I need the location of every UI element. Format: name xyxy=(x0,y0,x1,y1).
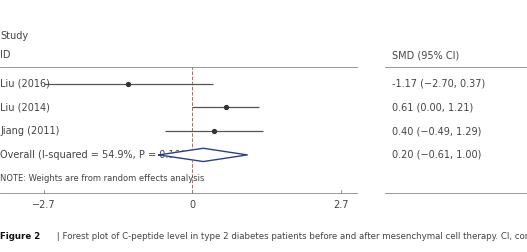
Text: Figure 2: Figure 2 xyxy=(0,232,40,241)
Text: 0.40 (−0.49, 1.29): 0.40 (−0.49, 1.29) xyxy=(392,126,481,136)
Text: -1.17 (−2.70, 0.37): -1.17 (−2.70, 0.37) xyxy=(392,79,485,89)
Text: SMD (95% CI): SMD (95% CI) xyxy=(392,50,459,60)
Text: 0.61 (0.00, 1.21): 0.61 (0.00, 1.21) xyxy=(392,103,473,112)
Text: Liu (2014): Liu (2014) xyxy=(0,103,50,112)
Text: 2.7: 2.7 xyxy=(333,200,348,210)
Text: Overall (I-squared = 54.9%, P = 0.109): Overall (I-squared = 54.9%, P = 0.109) xyxy=(0,150,190,160)
Text: 0.20 (−0.61, 1.00): 0.20 (−0.61, 1.00) xyxy=(392,150,481,160)
Text: 0: 0 xyxy=(189,200,196,210)
Text: ID: ID xyxy=(0,50,11,60)
Text: Jiang (2011): Jiang (2011) xyxy=(0,126,60,136)
Polygon shape xyxy=(159,148,247,162)
Text: Study: Study xyxy=(0,31,28,41)
Text: Liu (2016): Liu (2016) xyxy=(0,79,50,89)
Text: NOTE: Weights are from random effects analysis: NOTE: Weights are from random effects an… xyxy=(0,174,204,183)
Text: | Forest plot of C-peptide level in type 2 diabetes patients before and after me: | Forest plot of C-peptide level in type… xyxy=(54,232,527,241)
Text: −2.7: −2.7 xyxy=(32,200,56,210)
